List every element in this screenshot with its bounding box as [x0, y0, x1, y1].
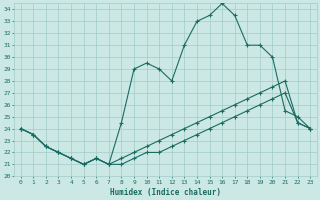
X-axis label: Humidex (Indice chaleur): Humidex (Indice chaleur): [110, 188, 221, 197]
